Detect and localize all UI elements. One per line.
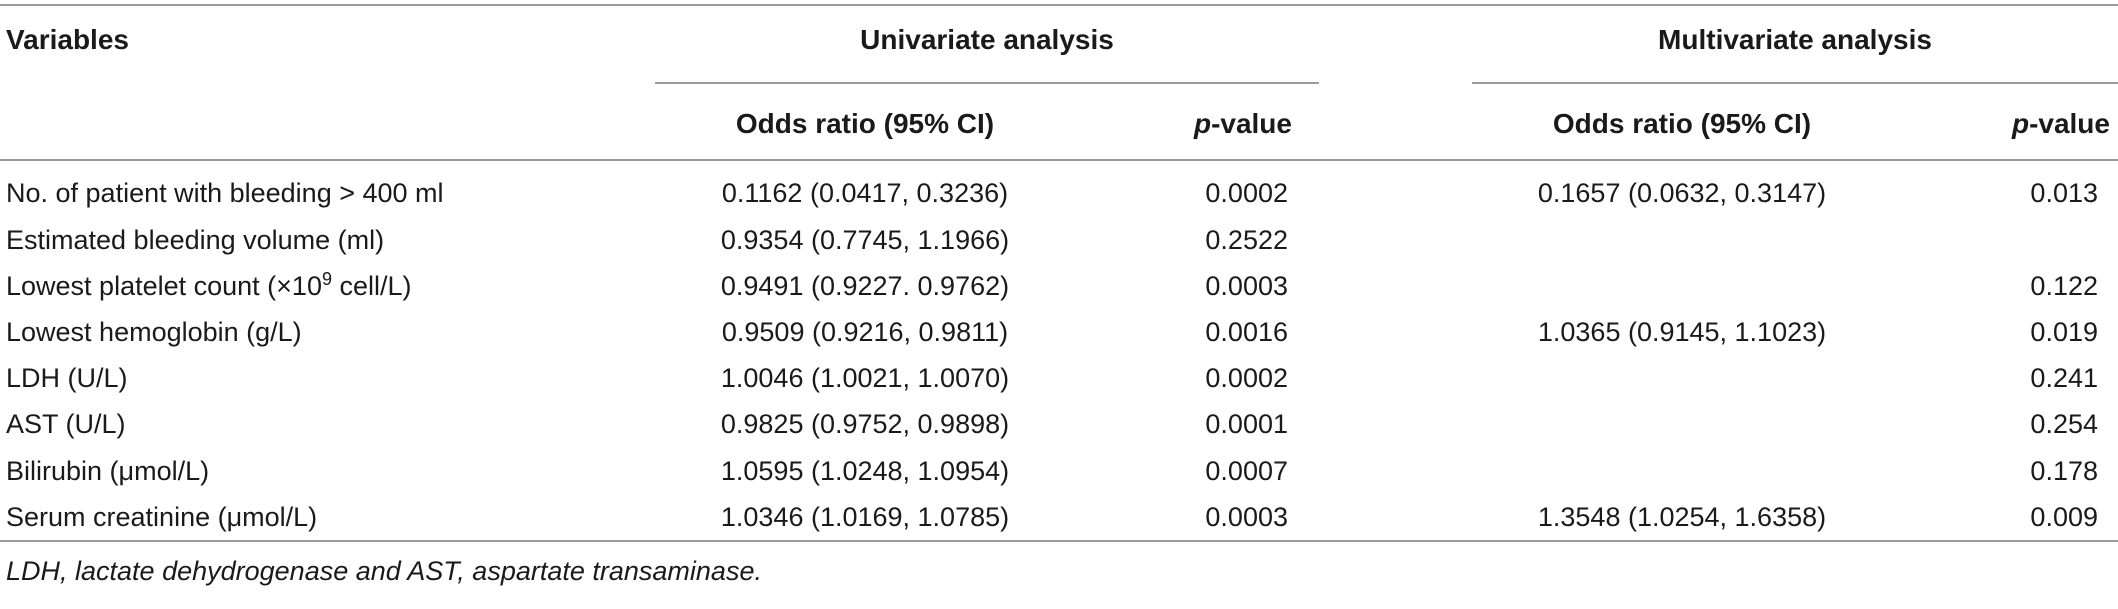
row-4-uni-p: 0.0002 bbox=[1205, 363, 1288, 393]
header-bottom-rule bbox=[0, 159, 2118, 161]
row-5-uni-p: 0.0001 bbox=[1205, 409, 1288, 439]
row-7-variable: Serum creatinine (μmol/L) bbox=[6, 502, 318, 532]
row-5-variable: AST (U/L) bbox=[6, 409, 126, 439]
row-7-uni-p: 0.0003 bbox=[1205, 502, 1288, 532]
row-3-variable: Lowest hemoglobin (g/L) bbox=[6, 317, 302, 347]
row-6-multi-p: 0.178 bbox=[2030, 456, 2098, 486]
p-rest: -value bbox=[2029, 108, 2110, 139]
row-1-variable: Estimated bleeding volume (ml) bbox=[6, 225, 385, 255]
header-univariate: Univariate analysis bbox=[860, 24, 1114, 55]
row-0-multi-p: 0.013 bbox=[2030, 178, 2098, 208]
row-3-uni-or: 0.9509 (0.9216, 0.9811) bbox=[721, 317, 1009, 347]
row-1-uni-or: 0.9354 (0.7745, 1.1966) bbox=[720, 225, 1010, 255]
row-2-uni-p: 0.0003 bbox=[1205, 271, 1288, 301]
row-2-variable: Lowest platelet count (×109 cell/L) bbox=[6, 270, 412, 302]
row-4-multi-p: 0.241 bbox=[2030, 363, 2098, 393]
row-0-variable: No. of patient with bleeding > 400 ml bbox=[6, 178, 444, 208]
row-0-multi-or: 0.1657 (0.0632, 0.3147) bbox=[1537, 178, 1827, 208]
row-1-uni-p: 0.2522 bbox=[1205, 225, 1288, 255]
row-7-multi-p: 0.009 bbox=[2030, 502, 2098, 532]
row-7-uni-or: 1.0346 (1.0169, 1.0785) bbox=[720, 502, 1010, 532]
row-2-multi-p: 0.122 bbox=[2030, 271, 2098, 301]
row-5-uni-or: 0.9825 (0.9752, 0.9898) bbox=[720, 409, 1010, 439]
row-2-variable-sup: 9 bbox=[321, 269, 332, 289]
row-3-multi-p: 0.019 bbox=[2030, 317, 2098, 347]
row-5-multi-p: 0.254 bbox=[2030, 409, 2098, 439]
table-footnote: LDH, lactate dehydrogenase and AST, aspa… bbox=[6, 556, 762, 586]
row-4-uni-or: 1.0046 (1.0021, 1.0070) bbox=[720, 363, 1010, 393]
row-2-uni-or: 0.9491 (0.9227. 0.9762) bbox=[720, 271, 1010, 301]
row-0-uni-p: 0.0002 bbox=[1205, 178, 1288, 208]
row-7-multi-or: 1.3548 (1.0254, 1.6358) bbox=[1537, 502, 1827, 532]
row-6-variable: Bilirubin (μmol/L) bbox=[6, 456, 210, 486]
row-0-uni-or: 0.1162 (0.0417, 0.3236) bbox=[721, 178, 1009, 208]
p-rest: -value bbox=[1211, 108, 1292, 139]
row-4-variable: LDH (U/L) bbox=[6, 363, 128, 393]
univariate-underline bbox=[655, 82, 1319, 84]
header-uni-p-value: p-value bbox=[1100, 108, 1292, 140]
header-multivariate: Multivariate analysis bbox=[1658, 24, 1932, 55]
table-bottom-rule bbox=[0, 540, 2118, 542]
p-italic: p bbox=[1193, 108, 1212, 139]
multivariate-underline bbox=[1472, 82, 2118, 84]
header-multi-p-value: p-value bbox=[1900, 108, 2110, 140]
header-uni-odds-ratio: Odds ratio (95% CI) bbox=[735, 108, 995, 139]
header-multi-odds-ratio: Odds ratio (95% CI) bbox=[1552, 108, 1812, 139]
row-3-multi-or: 1.0365 (0.9145, 1.1023) bbox=[1537, 317, 1827, 347]
header-variables: Variables bbox=[6, 24, 129, 55]
row-2-variable-post: cell/L) bbox=[331, 271, 412, 301]
row-2-variable-pre: Lowest platelet count (×10 bbox=[6, 271, 322, 301]
p-italic: p bbox=[2011, 108, 2030, 139]
row-3-uni-p: 0.0016 bbox=[1205, 317, 1288, 347]
row-6-uni-or: 1.0595 (1.0248, 1.0954) bbox=[720, 456, 1010, 486]
table-top-rule bbox=[0, 4, 2118, 6]
row-6-uni-p: 0.0007 bbox=[1205, 456, 1288, 486]
